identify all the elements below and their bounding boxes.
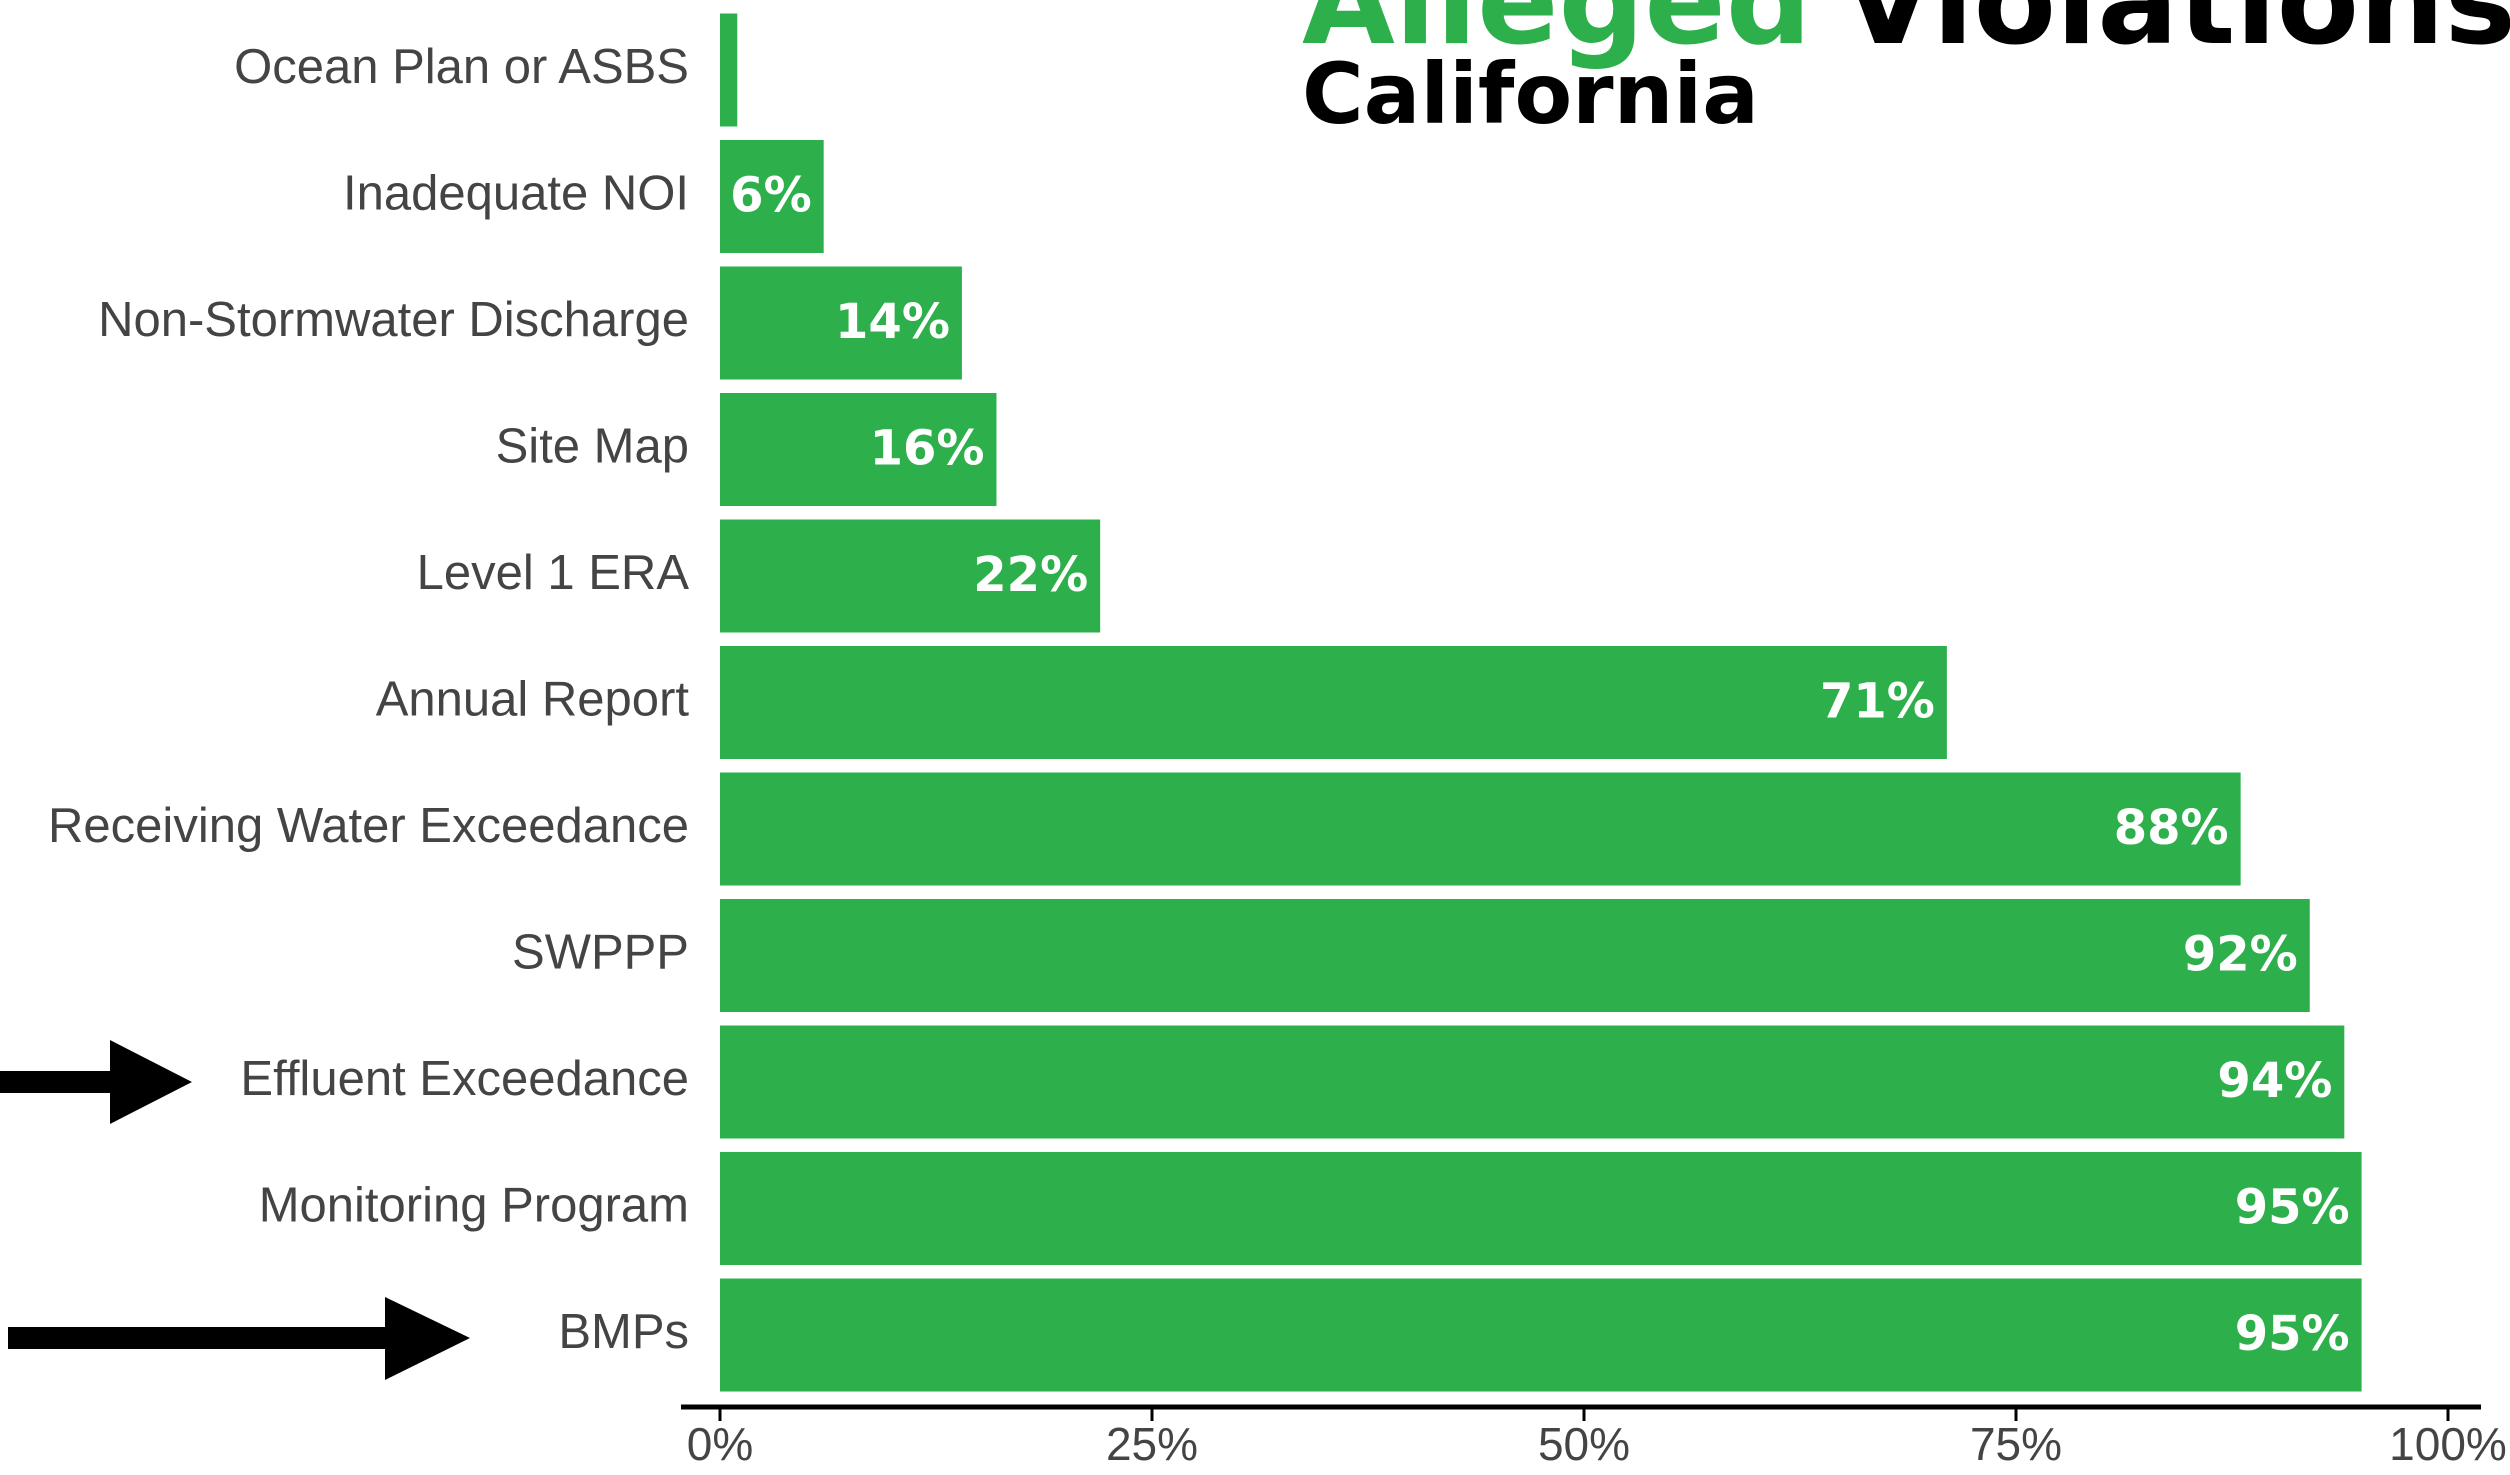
y-tick-label: Effluent Exceedance [240,1052,689,1106]
y-tick-label: Site Map [496,419,689,473]
bar [720,1152,2362,1265]
y-tick-label: Monitoring Program [259,1178,689,1232]
value-label: 95% [2235,1306,2350,1362]
y-tick-label: Level 1 ERA [417,546,690,600]
arrow [8,1297,470,1380]
value-label: 14% [835,294,950,350]
bar [720,1025,2345,1139]
value-label: 88% [2114,800,2229,856]
x-tick-label: 75% [1970,1418,2062,1470]
y-tick-label: BMPs [558,1305,689,1359]
chart-subtitle: California [1302,45,1759,143]
chart-title: Alleged Violations [1302,0,2510,72]
bar [720,266,962,380]
y-tick-label: SWPPP [512,925,689,979]
value-label: 71% [1820,674,1935,730]
arrow [0,1040,192,1124]
x-tick-label: 0% [687,1418,753,1470]
y-tick-label: Ocean Plan or ASBS [234,40,689,94]
title-word: Alleged [1302,0,1812,72]
y-tick-label: Receiving Water Exceedance [48,799,689,853]
x-tick-label: 100% [2389,1418,2507,1470]
bar [720,772,2241,886]
x-tick-label: 25% [1106,1418,1198,1470]
value-label: 92% [2183,927,2298,983]
bar [720,393,997,506]
bar [720,1278,2362,1392]
bar [720,140,824,253]
y-tick-label: Annual Report [376,672,690,726]
value-label: 6% [730,168,812,224]
value-label: 16% [870,421,985,477]
value-label: 94% [2217,1053,2332,1109]
y-tick-label: Non-Stormwater Discharge [98,293,689,347]
title-word: Violations [1842,0,2510,72]
bar [720,13,738,127]
x-tick-label: 50% [1538,1418,1630,1470]
bar [720,899,2310,1012]
bar [720,519,1101,633]
value-label: 95% [2235,1180,2350,1236]
value-label: 22% [973,547,1088,603]
y-tick-label: Inadequate NOI [343,166,689,220]
bar [720,646,1947,759]
